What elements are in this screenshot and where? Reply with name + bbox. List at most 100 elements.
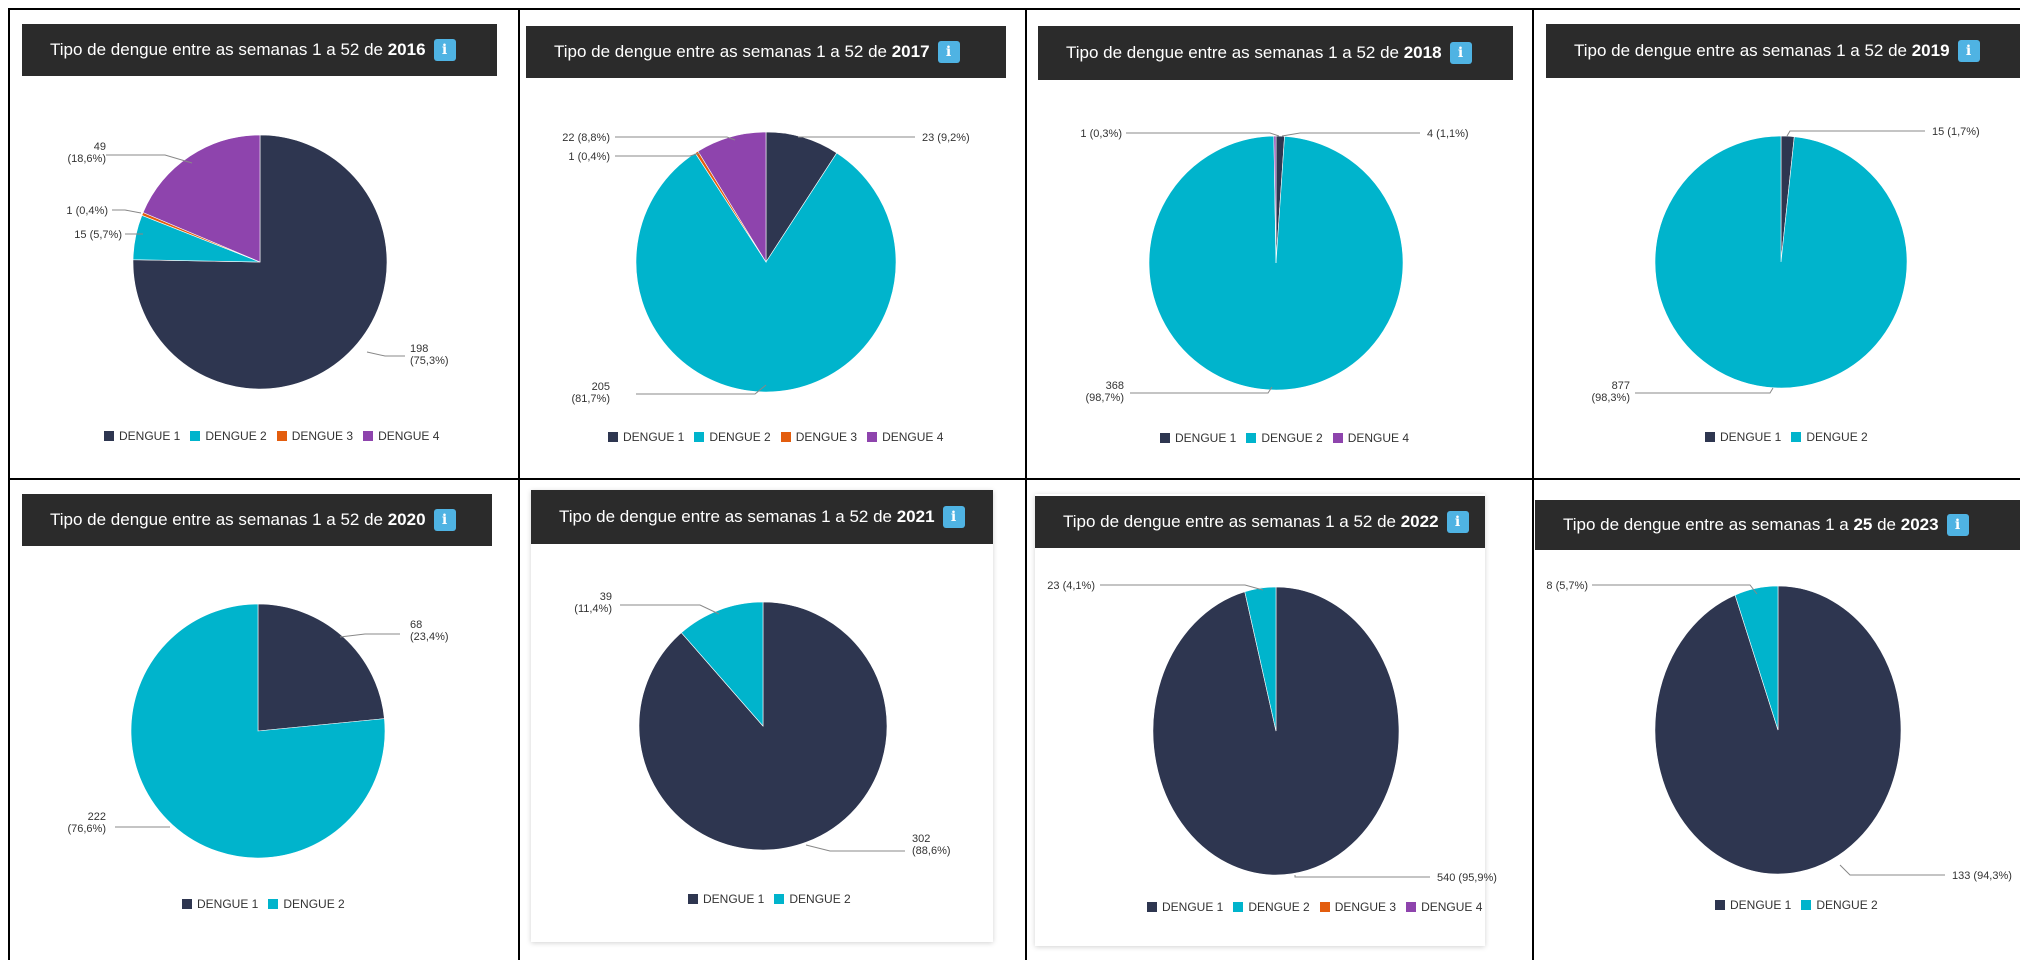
info-icon[interactable]: i (433, 39, 456, 61)
legend-label: DENGUE 1 (1175, 431, 1237, 445)
legend-swatch (1801, 900, 1812, 910)
legend-label: DENGUE 2 (1816, 898, 1878, 912)
legend-item-dengue-4[interactable]: DENGUE 4 (867, 430, 943, 444)
data-label: 15 (5,7%) (74, 229, 122, 241)
legend-item-dengue-1[interactable]: DENGUE 1 (182, 897, 258, 911)
legend-swatch (608, 432, 618, 442)
pie-slice-dengue-2[interactable] (130, 603, 386, 859)
legend-swatch (1160, 433, 1170, 443)
legend-item-dengue-3[interactable]: DENGUE 3 (1319, 900, 1396, 914)
legend-swatch (104, 431, 114, 441)
chart-title: Tipo de dengue entre as semanas 1 a 52 d… (50, 40, 426, 60)
info-icon[interactable]: i (433, 509, 456, 531)
legend-label: DENGUE 2 (205, 429, 267, 443)
legend-item-dengue-3[interactable]: DENGUE 3 (780, 430, 858, 444)
leader-line (615, 136, 736, 141)
chart-title-text: Tipo de dengue entre as semanas 1 a 52 d… (559, 507, 897, 526)
leader-line (1786, 130, 1925, 137)
pie-2023 (1654, 585, 1902, 875)
pie-2019 (1654, 135, 1908, 389)
legend-item-dengue-1[interactable]: DENGUE 1 (1147, 900, 1223, 914)
pie-2018 (1148, 135, 1404, 391)
chart-title-text: Tipo de dengue entre as semanas 1 a 52 d… (50, 510, 388, 529)
legend-item-dengue-1[interactable]: DENGUE 1 (1705, 430, 1781, 444)
legend-swatch (1332, 433, 1343, 443)
legend-item-dengue-1[interactable]: DENGUE 1 (1160, 431, 1236, 445)
leader-line (339, 633, 400, 638)
legend-swatch (1319, 902, 1330, 912)
legend-label: DENGUE 2 (709, 430, 771, 444)
legend-item-dengue-4[interactable]: DENGUE 4 (363, 429, 439, 443)
chart-legend: DENGUE 1 DENGUE 2 (1715, 898, 1888, 912)
legend-item-dengue-4[interactable]: DENGUE 4 (1332, 431, 1410, 445)
pie-slice-dengue-2[interactable] (680, 601, 764, 727)
legend-item-dengue-2[interactable]: DENGUE 2 (694, 430, 771, 444)
pie-slice-dengue-2[interactable] (1654, 135, 1908, 389)
pie-slice-dengue-4[interactable] (1273, 135, 1277, 264)
pie-2017 (635, 131, 897, 393)
info-icon[interactable]: i (1449, 42, 1472, 64)
chart-title-year: 2020 (387, 510, 426, 529)
legend-item-dengue-4[interactable]: DENGUE 4 (1406, 900, 1482, 914)
chart-title-text: Tipo de dengue entre as semanas 1 a 52 d… (50, 40, 388, 59)
data-label: 8 (5,7%) (1546, 580, 1588, 592)
legend-swatch (1715, 900, 1725, 910)
chart-header: Tipo de dengue entre as semanas 1 a 52 d… (531, 490, 993, 544)
data-label: 133 (94,3%) (1952, 870, 2012, 882)
info-icon[interactable]: i (942, 506, 965, 528)
info-icon[interactable]: i (1957, 40, 1980, 62)
legend-swatch (1246, 433, 1257, 443)
leader-line (1126, 132, 1280, 137)
legend-item-dengue-2[interactable]: DENGUE 2 (1233, 900, 1310, 914)
pie-slice-dengue-4[interactable] (142, 134, 261, 263)
chart-legend: DENGUE 1 DENGUE 2 DENGUE 4 (1160, 431, 1419, 445)
legend-item-dengue-2[interactable]: DENGUE 2 (190, 429, 267, 443)
legend-item-dengue-2[interactable]: DENGUE 2 (1801, 898, 1878, 912)
legend-item-dengue-2[interactable]: DENGUE 2 (1246, 431, 1323, 445)
chart-title-text: Tipo de dengue entre as semanas 1 a (1563, 515, 1854, 534)
legend-item-dengue-1[interactable]: DENGUE 1 (1715, 898, 1791, 912)
legend-item-dengue-1[interactable]: DENGUE 1 (608, 430, 684, 444)
leader-line (366, 351, 405, 357)
legend-label: DENGUE 2 (1261, 431, 1323, 445)
data-label: 205 (81,7%) (571, 381, 610, 405)
legend-swatch (867, 432, 878, 442)
legend-swatch (774, 894, 785, 904)
chart-title-text: Tipo de dengue entre as semanas 1 a 52 d… (1066, 43, 1404, 62)
data-label: 222 (76,6%) (67, 811, 106, 835)
legend-label: DENGUE 3 (795, 430, 858, 444)
legend-swatch (1147, 902, 1157, 912)
legend-item-dengue-1[interactable]: DENGUE 1 (104, 429, 180, 443)
chart-title: Tipo de dengue entre as semanas 1 a 52 d… (1574, 41, 1950, 61)
legend-swatch (1791, 432, 1802, 442)
pie-slice-dengue-4[interactable] (697, 131, 767, 264)
info-icon[interactable]: i (1946, 514, 1969, 536)
legend-item-dengue-1[interactable]: DENGUE 1 (688, 892, 764, 906)
pie-slice-dengue-2[interactable] (635, 152, 897, 393)
data-label: 1 (0,4%) (568, 151, 610, 163)
grid-line (8, 8, 10, 960)
legend-item-dengue-2[interactable]: DENGUE 2 (1791, 430, 1868, 444)
leader-line (1592, 584, 1758, 595)
chart-legend: DENGUE 1 DENGUE 2 (1705, 430, 1878, 444)
pie-slice-dengue-1[interactable] (132, 134, 388, 390)
grid-line (1532, 8, 1534, 960)
legend-item-dengue-3[interactable]: DENGUE 3 (276, 429, 353, 443)
legend-label: DENGUE 4 (1347, 431, 1410, 445)
leader-line (1130, 386, 1273, 394)
pie-slice-dengue-2[interactable] (1734, 585, 1779, 731)
legend-swatch (688, 894, 698, 904)
pie-slice-dengue-2[interactable] (1244, 586, 1277, 732)
info-icon[interactable]: i (937, 41, 960, 63)
legend-swatch (1233, 902, 1244, 912)
chart-header: Tipo de dengue entre as semanas 1 a 52 d… (1546, 24, 2020, 78)
legend-swatch (276, 431, 287, 441)
grid-line (518, 8, 520, 960)
pie-slice-dengue-1[interactable] (257, 603, 385, 732)
info-icon[interactable]: i (1446, 511, 1469, 533)
pie-2022 (1152, 586, 1400, 876)
chart-header: Tipo de dengue entre as semanas 1 a 52 d… (1035, 496, 1485, 548)
leader-line (1281, 132, 1420, 137)
legend-item-dengue-2[interactable]: DENGUE 2 (268, 897, 345, 911)
legend-item-dengue-2[interactable]: DENGUE 2 (774, 892, 851, 906)
